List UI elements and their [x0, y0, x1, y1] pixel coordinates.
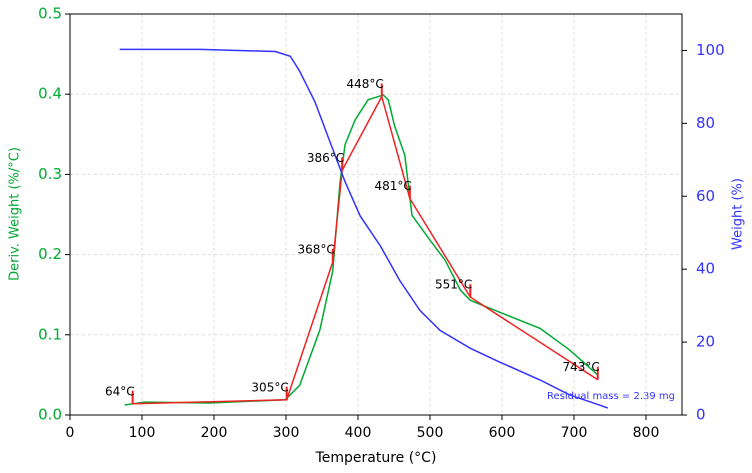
y2-tick-label: 100 [696, 41, 725, 59]
y-tick-label: 0.5 [38, 5, 62, 23]
y2-tick-label: 80 [696, 114, 715, 132]
annotation-label: 481°C [375, 179, 412, 193]
y-tick-label: 0.1 [38, 325, 62, 343]
annotation-label: 743°C [562, 360, 599, 374]
y2-tick-label: 0 [696, 406, 706, 424]
x-tick-label: 400 [345, 425, 372, 441]
y-tick-label: 0.4 [38, 85, 62, 103]
annotation-label: 448°C [346, 77, 383, 91]
y2-tick-label: 60 [696, 187, 715, 205]
y-tick-label: 0.2 [38, 245, 62, 263]
x-tick-label: 300 [273, 425, 300, 441]
annotation-label: 64°C [105, 384, 135, 398]
annotation-label: 305°C [251, 380, 288, 394]
annotation-label: 551°C [435, 278, 472, 292]
x-tick-label: 200 [201, 425, 228, 441]
x-axis-label: Temperature (°C) [315, 450, 437, 466]
annotation-label: 386°C [307, 151, 344, 165]
y-tick-label: 0.3 [38, 165, 62, 183]
y-axis-label: Deriv. Weight (%/°C) [8, 147, 23, 281]
plot-frame [69, 13, 683, 416]
y2-tick-label: 40 [696, 260, 715, 278]
x-tick-label: 700 [561, 425, 588, 441]
line [124, 94, 599, 406]
annotation-label: 368°C [298, 242, 335, 256]
x-tick-label: 800 [633, 425, 660, 441]
line [119, 48, 609, 409]
x-tick-label: 0 [66, 425, 75, 441]
x-tick-label: 500 [417, 425, 444, 441]
x-tick-label: 100 [129, 425, 156, 441]
y-tick-label: 0.0 [38, 406, 62, 424]
line [132, 94, 599, 405]
note: Residual mass = 2.39 mg [547, 391, 675, 402]
x-tick-label: 600 [489, 425, 516, 441]
y2-tick-label: 20 [696, 333, 715, 351]
y2-axis-label: Weight (%) [731, 178, 746, 250]
